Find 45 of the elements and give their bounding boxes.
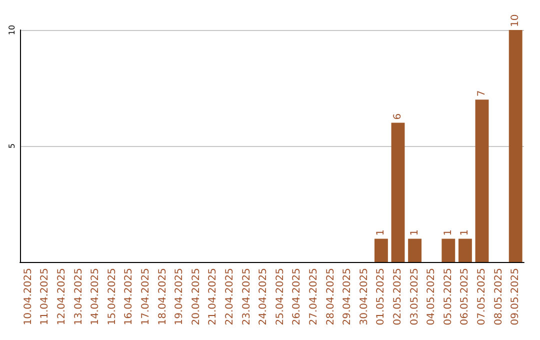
x-tick-label: 19.04.2025 bbox=[174, 268, 186, 326]
x-tick-label: 26.04.2025 bbox=[292, 268, 303, 326]
x-tick-label: 30.04.2025 bbox=[358, 268, 370, 326]
data-label: 7 bbox=[476, 90, 488, 97]
x-tick-label: 17.04.2025 bbox=[140, 268, 152, 326]
x-tick-label: 22.04.2025 bbox=[224, 268, 236, 326]
bar bbox=[408, 238, 422, 262]
x-tick-label: 15.04.2025 bbox=[106, 268, 118, 326]
x-tick-label: 16.04.2025 bbox=[124, 268, 135, 326]
x-tick-label: 18.04.2025 bbox=[157, 268, 168, 326]
data-label: 1 bbox=[409, 229, 420, 236]
x-tick-label: 05.05.2025 bbox=[442, 268, 454, 326]
data-label: 10 bbox=[510, 14, 522, 27]
bar bbox=[442, 238, 456, 262]
bar bbox=[475, 100, 489, 262]
x-tick-label: 23.04.2025 bbox=[241, 268, 252, 326]
x-tick-label: 04.05.2025 bbox=[426, 268, 438, 326]
x-tick-label: 11.04.2025 bbox=[40, 268, 51, 326]
bar bbox=[458, 238, 472, 262]
x-tick-label: 12.04.2025 bbox=[56, 268, 68, 326]
x-tick-label: 28.04.2025 bbox=[325, 268, 336, 326]
x-tick-label: 20.04.2025 bbox=[190, 268, 202, 326]
data-label: 1 bbox=[376, 229, 387, 236]
y-tick-label: 5 bbox=[8, 143, 16, 149]
x-tick-label: 21.04.2025 bbox=[208, 268, 219, 326]
x-tick-label: 06.05.2025 bbox=[460, 268, 471, 326]
data-label: 1 bbox=[442, 229, 454, 236]
x-tick-label: 14.04.2025 bbox=[90, 268, 102, 326]
x-tick-label: 03.05.2025 bbox=[409, 268, 420, 326]
data-label: 6 bbox=[392, 113, 404, 120]
x-tick-label: 25.04.2025 bbox=[274, 268, 286, 326]
x-tick-label: 08.05.2025 bbox=[493, 268, 504, 326]
x-tick-label: 09.05.2025 bbox=[510, 268, 522, 326]
x-tick-label: 27.04.2025 bbox=[308, 268, 320, 326]
x-tick-label: 24.04.2025 bbox=[258, 268, 270, 326]
x-tick-label: 13.04.2025 bbox=[73, 268, 84, 326]
x-tick-label: 07.05.2025 bbox=[476, 268, 488, 326]
x-tick-label: 10.04.2025 bbox=[22, 268, 34, 326]
x-tick-label: 29.04.2025 bbox=[342, 268, 354, 326]
bar bbox=[391, 122, 405, 262]
data-label: 1 bbox=[460, 229, 471, 236]
x-tick-label: 02.05.2025 bbox=[392, 268, 404, 326]
bar bbox=[508, 30, 522, 262]
x-tick-label: 01.05.2025 bbox=[376, 268, 387, 326]
bar bbox=[374, 238, 388, 262]
